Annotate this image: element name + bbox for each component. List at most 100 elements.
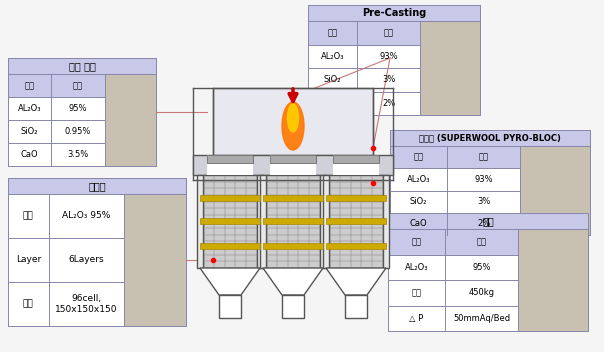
Bar (383, 175, 389, 268)
Text: 93%: 93% (379, 52, 398, 61)
Bar (263, 218, 323, 224)
Bar (200, 243, 260, 249)
Text: 성분: 성분 (477, 237, 487, 246)
Bar (203, 175, 257, 268)
Bar (308, 68, 420, 92)
Bar (270, 155, 316, 163)
Bar (308, 21, 420, 44)
Text: 3.5%: 3.5% (67, 150, 88, 159)
Text: CaO: CaO (21, 150, 38, 159)
Ellipse shape (282, 102, 304, 150)
Bar (124, 194, 186, 326)
Text: 재질: 재질 (414, 153, 423, 162)
Bar (263, 243, 323, 249)
Bar (8, 238, 124, 282)
Bar (390, 130, 590, 235)
Text: CaO: CaO (324, 99, 341, 108)
Bar (260, 175, 266, 268)
Text: 3%: 3% (382, 75, 396, 84)
Bar (8, 58, 156, 166)
Bar (333, 155, 379, 163)
Text: 축열체: 축열체 (88, 181, 106, 191)
Bar (390, 130, 590, 146)
Bar (8, 74, 105, 97)
Text: 93%: 93% (474, 175, 493, 184)
Bar (266, 175, 320, 268)
Text: AL₂O₃: AL₂O₃ (321, 52, 344, 61)
Bar (308, 92, 420, 115)
Bar (518, 229, 588, 331)
Text: 0.95%: 0.95% (65, 127, 91, 136)
Text: 2%: 2% (477, 219, 490, 228)
Bar (388, 229, 518, 254)
Bar (390, 130, 590, 146)
Bar (193, 155, 393, 175)
Bar (197, 175, 203, 268)
Bar (308, 5, 480, 115)
Text: AL₂O₃: AL₂O₃ (18, 104, 41, 113)
Text: SiO₂: SiO₂ (21, 127, 38, 136)
Bar (388, 213, 588, 229)
Bar (329, 175, 383, 268)
Bar (8, 143, 105, 166)
Text: 95%: 95% (69, 104, 87, 113)
Bar (388, 254, 518, 280)
Bar (320, 175, 326, 268)
Text: SiO₂: SiO₂ (410, 197, 428, 206)
Text: △ P: △ P (410, 314, 424, 323)
Text: Layer: Layer (16, 256, 41, 264)
Text: 수량: 수량 (411, 288, 422, 297)
Bar (308, 21, 420, 44)
Text: 성분: 성분 (73, 81, 83, 90)
Bar (207, 155, 253, 175)
Bar (326, 195, 386, 201)
Text: Pre-Casting: Pre-Casting (362, 8, 426, 18)
Bar (200, 195, 260, 201)
Bar (8, 178, 186, 326)
Bar (263, 195, 323, 201)
Text: 450kg: 450kg (469, 288, 495, 297)
Text: 재질: 재질 (327, 28, 338, 37)
Bar (308, 44, 420, 68)
Bar (8, 58, 156, 74)
Bar (388, 213, 588, 229)
Bar (388, 213, 588, 331)
Text: 95%: 95% (472, 263, 491, 272)
Bar (323, 175, 329, 268)
Bar (105, 74, 156, 166)
Text: SiO₂: SiO₂ (324, 75, 341, 84)
Bar (8, 178, 186, 194)
Bar (308, 5, 480, 21)
Bar (420, 21, 480, 115)
Ellipse shape (288, 104, 298, 132)
Text: 단열재 (SUPERWOOL PYRO-BLOC): 단열재 (SUPERWOOL PYRO-BLOC) (419, 133, 561, 143)
Text: 2%: 2% (382, 99, 395, 108)
Bar (388, 229, 518, 254)
Bar (326, 243, 386, 249)
Bar (308, 5, 480, 21)
Bar (257, 175, 263, 268)
Bar (520, 146, 590, 235)
Bar (390, 190, 520, 213)
Bar (200, 218, 260, 224)
Bar (388, 280, 518, 306)
Bar (390, 146, 520, 168)
Bar (270, 155, 316, 175)
Text: CaO: CaO (410, 219, 428, 228)
Bar (207, 155, 253, 163)
Text: 3%: 3% (477, 197, 490, 206)
Bar (213, 88, 373, 155)
Bar (390, 146, 520, 168)
Bar (8, 282, 124, 326)
Bar (8, 58, 156, 74)
Text: 내화 벽돌: 내화 벽돌 (69, 61, 95, 71)
Text: 성분: 성분 (384, 28, 394, 37)
Bar (8, 178, 186, 194)
Bar (345, 295, 367, 318)
Text: 재질: 재질 (24, 81, 34, 90)
Bar (8, 74, 105, 97)
Text: AL₂O₃ 95%: AL₂O₃ 95% (62, 212, 111, 220)
Text: 96cell,
150x150x150: 96cell, 150x150x150 (55, 294, 118, 314)
Bar (8, 120, 105, 143)
Bar (388, 306, 518, 331)
